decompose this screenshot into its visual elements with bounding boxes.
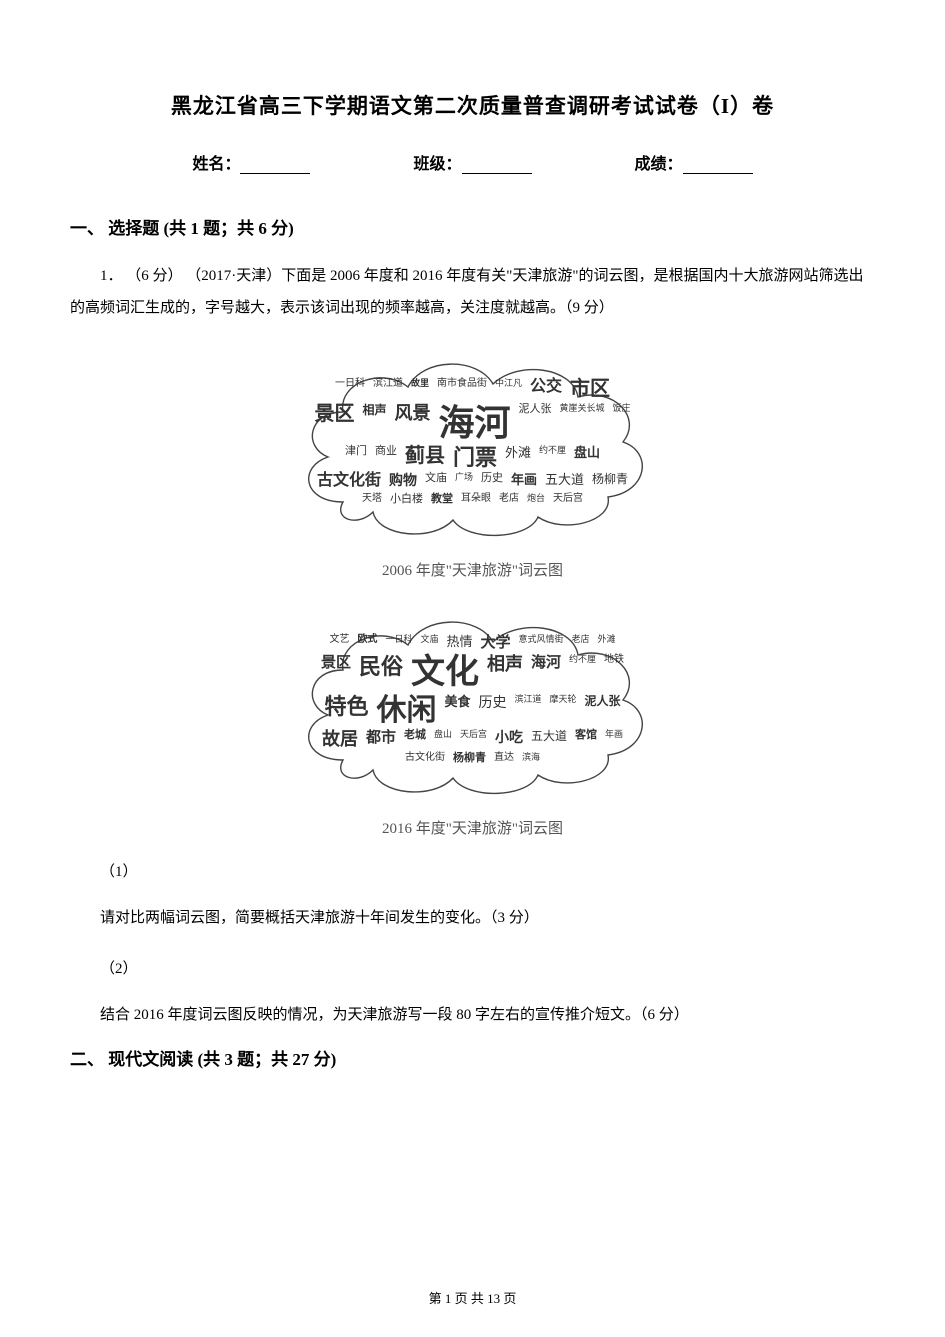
cloud-word: 休闲 bbox=[376, 695, 436, 727]
cloud-word: 海河 bbox=[531, 655, 561, 691]
cloud-word: 特色 bbox=[324, 695, 368, 727]
cloud-word: 南市食品街 bbox=[437, 379, 487, 400]
page-footer: 第 1 页 共 13 页 bbox=[0, 1288, 945, 1307]
cloud-word: 蓟县 bbox=[405, 446, 445, 469]
cloud-word: 门票 bbox=[453, 446, 497, 469]
cloud-word: 五大道 bbox=[531, 730, 567, 749]
wordcloud-2016: 文艺欧式一日科文庙热情大学意式风情街老店外滩景区民俗文化相声海河约不厘地铁特色休… bbox=[283, 600, 663, 800]
cloud-word: 杨柳青 bbox=[592, 473, 628, 490]
cloud-word: 购物 bbox=[389, 473, 417, 490]
cloud-word: 古文化街 bbox=[317, 473, 381, 490]
cloud-word: 饭庄 bbox=[613, 404, 631, 442]
cloud-word: 直达 bbox=[494, 753, 514, 765]
cloud-word: 海河 bbox=[438, 404, 510, 442]
class-label: 班级： bbox=[413, 156, 461, 173]
cloud-word: 老城 bbox=[404, 730, 426, 749]
cloud-word: 津门 bbox=[345, 446, 367, 469]
section-1-heading: 一、 选择题 (共 1 题；共 6 分) bbox=[70, 214, 875, 239]
score-label: 成绩： bbox=[635, 156, 683, 173]
cloud-word: 故居 bbox=[322, 730, 358, 749]
cloud-word: 盘山 bbox=[434, 730, 452, 749]
cloud-word: 约不厘 bbox=[539, 446, 566, 469]
cloud-word: 老店 bbox=[572, 635, 590, 651]
cloud-word: 市区 bbox=[570, 379, 610, 400]
info-line: 姓名： 班级： 成绩： bbox=[70, 150, 875, 174]
cloud-word: 大学 bbox=[480, 635, 510, 651]
cloud-word: 盘山 bbox=[574, 446, 600, 469]
cloud-word: 五大道 bbox=[545, 473, 584, 490]
wordcloud-2006-caption: 2006 年度"天津旅游"词云图 bbox=[70, 559, 875, 580]
sub-question-1-text: 请对比两幅词云图，简要概括天津旅游十年间发生的变化。（3 分） bbox=[70, 903, 875, 935]
sub-question-2-text: 结合 2016 年度词云图反映的情况，为天津旅游写一段 80 字左右的宣传推介短… bbox=[70, 1000, 875, 1032]
cloud-word: 景区 bbox=[314, 404, 354, 442]
cloud-word: 故里 bbox=[411, 379, 429, 400]
cloud-word: 广场 bbox=[455, 473, 473, 490]
cloud-word: 小吃 bbox=[495, 730, 523, 749]
cloud-word: 天后宫 bbox=[553, 494, 583, 506]
cloud-word: 商业 bbox=[375, 446, 397, 469]
cloud-word: 文庙 bbox=[420, 635, 438, 651]
cloud-word: 地铁 bbox=[604, 655, 624, 691]
cloud-word: 滨海 bbox=[522, 753, 540, 765]
cloud-word: 约不厘 bbox=[569, 655, 596, 691]
cloud-word: 炮台 bbox=[527, 494, 545, 506]
name-label: 姓名： bbox=[192, 156, 240, 173]
cloud-word: 相声 bbox=[362, 404, 386, 442]
wordcloud-2006: 一日科滨江道故里南市食品街中江凡公交市区景区相声风景海河泥人张黄崖关长城饭庄津门… bbox=[283, 342, 663, 542]
cloud-word: 外滩 bbox=[598, 635, 616, 651]
cloud-word: 耳朵眼 bbox=[461, 494, 491, 506]
cloud-word: 欧式 bbox=[357, 635, 377, 651]
cloud-word: 景区 bbox=[321, 655, 351, 691]
sub-question-1-num: （1） bbox=[100, 860, 875, 881]
name-blank bbox=[240, 158, 310, 174]
class-blank bbox=[462, 158, 532, 174]
cloud-word: 滨江道 bbox=[373, 379, 403, 400]
cloud-word: 风景 bbox=[394, 404, 430, 442]
cloud-word: 外滩 bbox=[505, 446, 531, 469]
cloud-word: 历史 bbox=[478, 695, 506, 727]
cloud-word: 古文化街 bbox=[405, 753, 445, 765]
cloud-word: 客馆 bbox=[575, 730, 597, 749]
cloud-word: 泥人张 bbox=[519, 404, 552, 442]
cloud-word: 天后宫 bbox=[460, 730, 487, 749]
cloud-word: 文艺 bbox=[329, 635, 349, 651]
cloud-word: 年画 bbox=[511, 473, 537, 490]
cloud-word: 老店 bbox=[499, 494, 519, 506]
page-title: 黑龙江省高三下学期语文第二次质量普查调研考试试卷（I）卷 bbox=[70, 90, 875, 120]
cloud-word: 热情 bbox=[446, 635, 472, 651]
cloud-word: 都市 bbox=[366, 730, 396, 749]
wordcloud-2006-figure: 一日科滨江道故里南市食品街中江凡公交市区景区相声风景海河泥人张黄崖关长城饭庄津门… bbox=[70, 342, 875, 580]
cloud-word: 摩天轮 bbox=[550, 695, 577, 727]
cloud-word: 中江凡 bbox=[495, 379, 522, 400]
question-1-text: 1． （6 分） （2017·天津）下面是 2006 年度和 2016 年度有关… bbox=[70, 261, 875, 324]
cloud-word: 黄崖关长城 bbox=[560, 404, 605, 442]
cloud-word: 教堂 bbox=[431, 494, 453, 506]
cloud-word: 小白楼 bbox=[390, 494, 423, 506]
cloud-word: 一日科 bbox=[335, 379, 365, 400]
section-2-heading: 二、 现代文阅读 (共 3 题；共 27 分) bbox=[70, 1045, 875, 1070]
cloud-word: 一日科 bbox=[385, 635, 412, 651]
cloud-word: 相声 bbox=[487, 655, 523, 691]
wordcloud-2016-caption: 2016 年度"天津旅游"词云图 bbox=[70, 817, 875, 838]
cloud-word: 杨柳青 bbox=[453, 753, 486, 765]
cloud-word: 文化 bbox=[411, 655, 479, 691]
cloud-word: 泥人张 bbox=[585, 695, 621, 727]
cloud-word: 滨江道 bbox=[514, 695, 541, 727]
cloud-word: 美食 bbox=[444, 695, 470, 727]
cloud-word: 文庙 bbox=[425, 473, 447, 490]
cloud-word: 意式风情街 bbox=[519, 635, 564, 651]
sub-question-2-num: （2） bbox=[100, 957, 875, 978]
cloud-word: 历史 bbox=[481, 473, 503, 490]
cloud-word: 天塔 bbox=[362, 494, 382, 506]
cloud-word: 公交 bbox=[530, 379, 562, 400]
cloud-word: 年画 bbox=[605, 730, 623, 749]
wordcloud-2016-figure: 文艺欧式一日科文庙热情大学意式风情街老店外滩景区民俗文化相声海河约不厘地铁特色休… bbox=[70, 600, 875, 838]
score-blank bbox=[683, 158, 753, 174]
cloud-word: 民俗 bbox=[359, 655, 403, 691]
